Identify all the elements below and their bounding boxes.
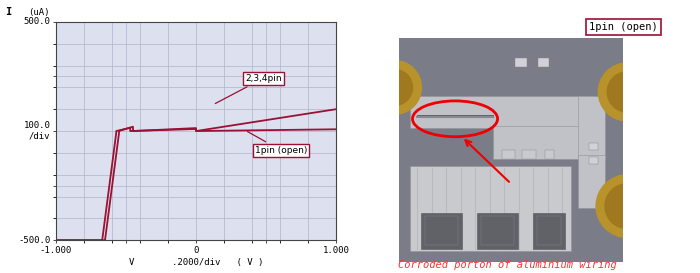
Bar <box>515 58 526 67</box>
Bar <box>481 216 514 245</box>
Text: (uA): (uA) <box>28 8 50 17</box>
Circle shape <box>596 175 659 238</box>
Bar <box>425 216 458 245</box>
X-axis label: V       .2000/div   ( V ): V .2000/div ( V ) <box>129 257 263 266</box>
Bar <box>421 213 462 249</box>
Text: 1pin (open): 1pin (open) <box>247 132 307 155</box>
Circle shape <box>368 61 421 114</box>
Circle shape <box>605 184 650 229</box>
Text: Corroded porton of aluminium wiring: Corroded porton of aluminium wiring <box>398 260 617 270</box>
Bar <box>502 150 515 159</box>
Bar <box>578 155 605 208</box>
Bar <box>578 96 605 159</box>
Bar <box>533 213 565 249</box>
Text: 2,3,4pin: 2,3,4pin <box>216 74 281 103</box>
Bar <box>493 126 594 159</box>
Text: I: I <box>6 7 12 17</box>
Bar <box>537 216 561 245</box>
Bar <box>477 213 518 249</box>
Circle shape <box>608 72 648 112</box>
Circle shape <box>377 70 412 105</box>
Bar <box>410 166 571 251</box>
Bar <box>589 157 598 164</box>
Bar <box>538 58 549 67</box>
Bar <box>545 150 554 159</box>
Text: 1pin (open): 1pin (open) <box>589 22 657 32</box>
Bar <box>410 96 594 128</box>
Bar <box>589 143 598 150</box>
Circle shape <box>598 63 657 121</box>
Bar <box>522 150 536 159</box>
